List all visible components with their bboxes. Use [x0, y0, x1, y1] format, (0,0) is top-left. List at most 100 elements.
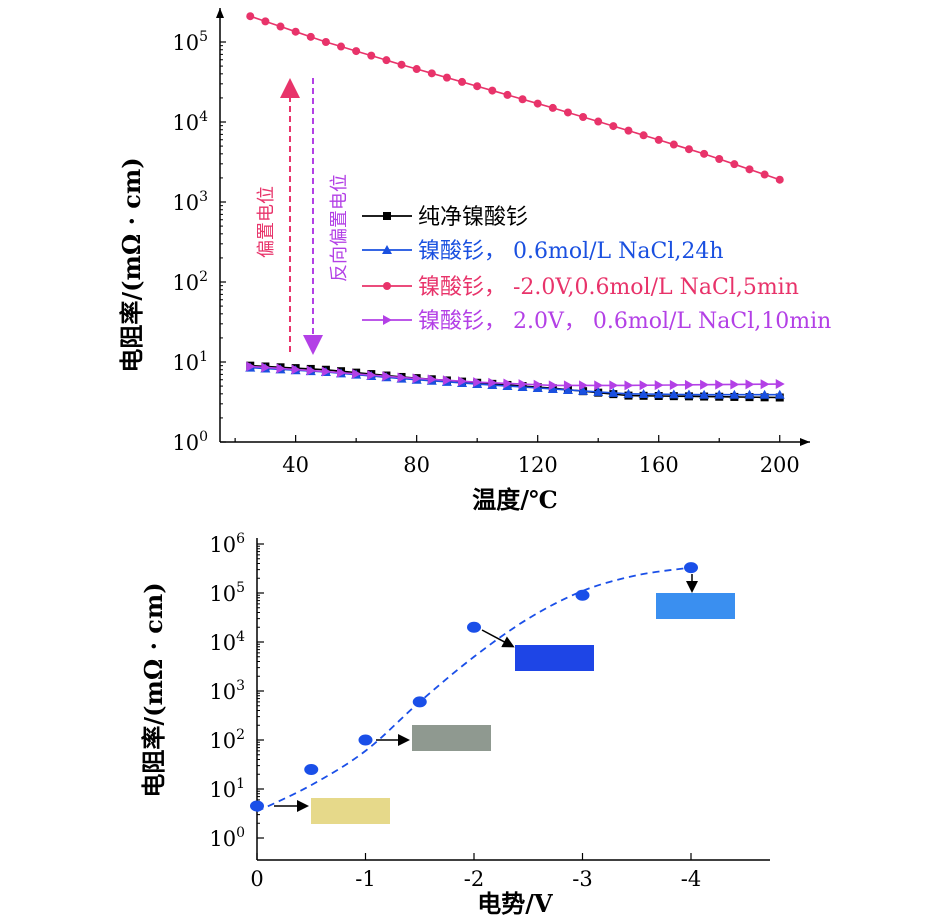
top-data-point [579, 380, 589, 391]
top-data-point [397, 372, 407, 383]
top-data-point [488, 86, 497, 95]
top-data-point [775, 379, 785, 390]
top-data-point [337, 42, 346, 51]
top-data-point [579, 113, 588, 122]
top-data-point [246, 12, 255, 21]
top-data-point [367, 370, 377, 381]
top-data-point [291, 27, 300, 36]
color-swatch [311, 798, 390, 824]
top-data-point [518, 379, 528, 390]
top-data-point [578, 385, 589, 395]
legend-marker [383, 282, 391, 290]
top-data-point [609, 122, 618, 131]
bottom-x-axis-label: 电势/V [477, 889, 553, 918]
top-data-point [623, 388, 634, 398]
bottom-y-tick-label: 100 [209, 825, 245, 851]
top-y-tick-label: 105 [172, 29, 208, 55]
top-data-point [382, 56, 391, 65]
data-point [358, 734, 373, 746]
bottom-chart: 电阻率/(mΩ · cm) 电势/V 100 101 102 103 104 105 106… [139, 531, 770, 918]
top-data-point [306, 32, 315, 41]
bottom-x-tick-label: -1 [355, 867, 375, 891]
trend-curve [256, 566, 692, 813]
top-data-point [715, 155, 724, 164]
top-data-point [261, 362, 271, 373]
legend-label: 镍酸钐， -2.0V,0.6mol/L NaCl,5min [418, 275, 799, 300]
legend-marker [383, 212, 391, 220]
top-data-point [639, 131, 648, 140]
top-data-point [412, 373, 422, 384]
top-y-tick-label: 103 [172, 189, 208, 215]
top-data-point [503, 90, 512, 99]
data-point [575, 589, 590, 601]
top-y-tick-label: 100 [172, 429, 208, 455]
top-data-point [547, 383, 558, 393]
top-data-point [775, 175, 784, 184]
top-x-tick-label: 40 [282, 453, 309, 477]
top-x-axis-arrow [800, 438, 810, 446]
top-data-point [609, 380, 619, 391]
top-data-point [427, 374, 437, 385]
top-data-point [654, 135, 663, 144]
top-data-point [700, 149, 709, 158]
bottom-y-tick-label: 106 [209, 531, 245, 557]
top-data-point [488, 377, 498, 388]
top-data-point [683, 389, 694, 399]
top-data-point [624, 126, 633, 135]
top-data-point [367, 51, 376, 60]
top-data-point [593, 386, 604, 396]
legend-label: 镍酸钐， 0.6mol/L NaCl,24h [418, 239, 724, 264]
top-data-point [624, 380, 634, 391]
bottom-y-tick-label: 102 [209, 727, 245, 753]
top-series-2 [246, 12, 784, 184]
top-data-point [730, 379, 740, 390]
top-data-point [653, 389, 664, 399]
top-y-tick-label: 101 [172, 349, 208, 375]
top-data-point [473, 82, 482, 91]
top-data-point [427, 69, 436, 78]
bottom-y-tick-label: 104 [209, 629, 245, 655]
bottom-x-tick-label: 0 [250, 867, 263, 891]
top-data-point [608, 387, 619, 397]
top-data-point [700, 379, 710, 390]
top-y-axis-arrow [216, 8, 224, 18]
top-x-tick-label: 160 [639, 453, 679, 477]
top-data-point [563, 108, 572, 117]
top-data-point [518, 95, 527, 104]
top-data-point [654, 380, 664, 391]
top-data-point [382, 371, 392, 382]
legend-marker [383, 315, 392, 325]
top-data-point [744, 389, 755, 399]
bias-label: 偏置电位 [256, 186, 277, 258]
top-data-point [594, 117, 603, 126]
legend-label: 镍酸钐， 2.0V， 0.6mol/L NaCl,10min [418, 309, 831, 334]
top-data-point [563, 380, 573, 391]
bottom-x-tick-label: -2 [464, 867, 484, 891]
data-point [412, 696, 427, 708]
top-data-point [442, 375, 452, 386]
bottom-y-tick-label: 103 [209, 678, 245, 704]
top-data-point [458, 77, 467, 86]
bottom-x-tick-label: -3 [572, 867, 592, 891]
top-data-point [668, 389, 679, 399]
swatch-arrow [481, 629, 515, 648]
color-swatch [412, 725, 491, 751]
top-data-point [458, 376, 468, 387]
legend-marker [382, 245, 392, 254]
color-swatch [656, 593, 735, 619]
legend-label: 纯净镍酸钐 [418, 205, 528, 230]
top-data-point [760, 379, 770, 390]
top-data-point [729, 389, 740, 399]
top-data-point [352, 368, 362, 379]
data-point [684, 562, 698, 574]
top-data-point [562, 384, 573, 394]
top-data-point [684, 379, 694, 390]
top-data-point [321, 366, 331, 377]
top-data-point [261, 17, 270, 26]
top-data-point [412, 65, 421, 74]
top-data-point [730, 160, 739, 169]
top-chart: 电阻率/(mΩ · cm) 温度/℃ 偏置电位 反向偏置电位 纯净镍酸钐镍酸钐， … [117, 8, 831, 514]
top-y-tick-label: 104 [172, 109, 208, 135]
